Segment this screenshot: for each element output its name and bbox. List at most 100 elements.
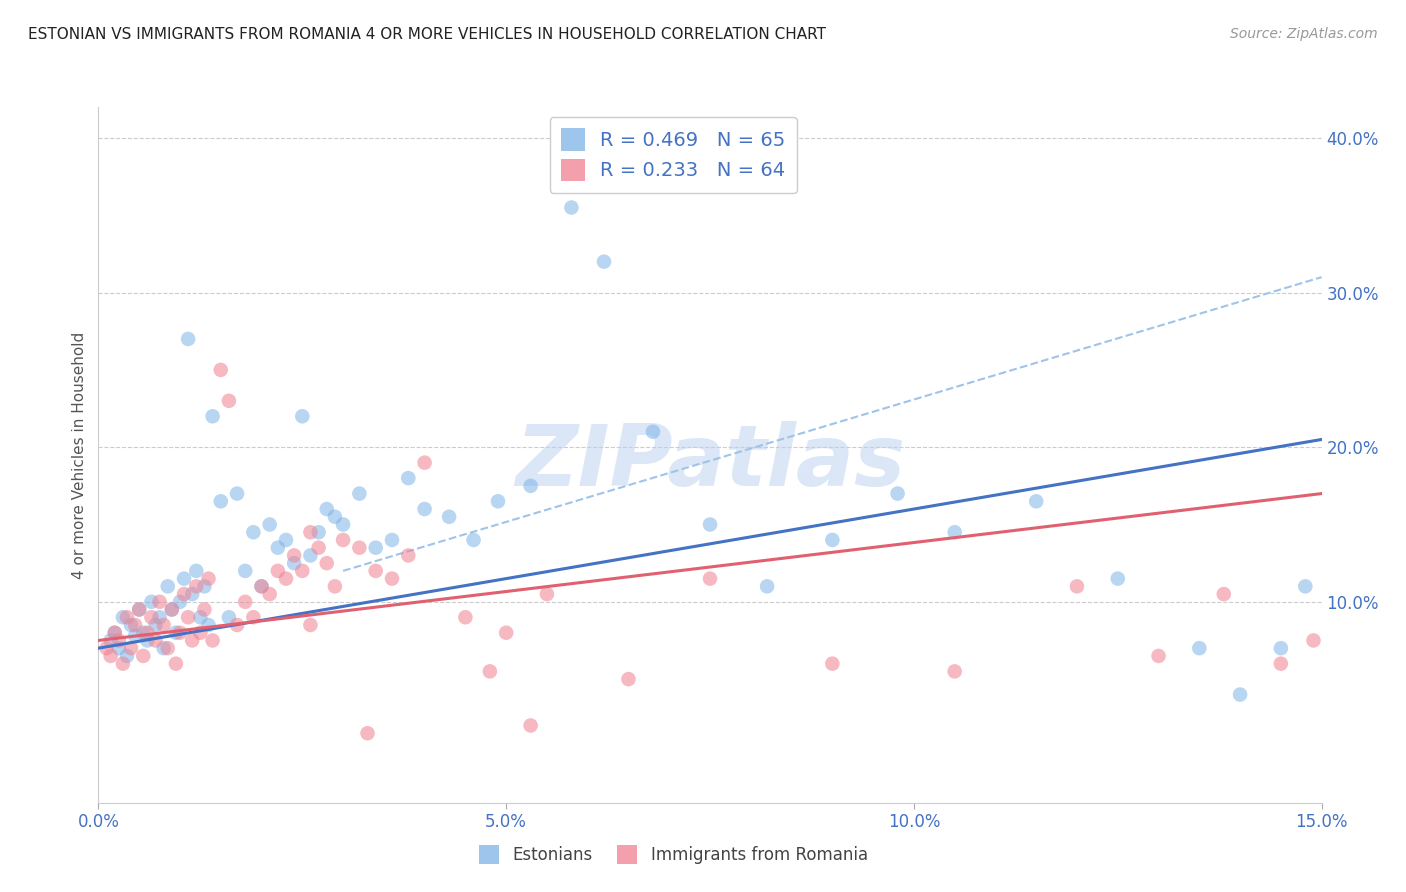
Point <box>132 648 155 663</box>
Point <box>120 618 142 632</box>
Point <box>177 610 200 624</box>
Point <box>242 525 264 540</box>
Point <box>115 610 138 624</box>
Point <box>1025 494 1047 508</box>
Point <box>274 572 297 586</box>
Point <box>495 625 517 640</box>
Point <box>1188 641 1211 656</box>
Point <box>349 541 371 555</box>
Legend: Estonians, Immigrants from Romania: Estonians, Immigrants from Romania <box>472 838 875 871</box>
Point <box>454 610 477 624</box>
Point <box>173 587 195 601</box>
Point <box>104 625 127 640</box>
Point <box>193 602 215 616</box>
Point <box>267 541 290 555</box>
Point <box>165 657 187 671</box>
Point <box>536 587 558 601</box>
Point <box>124 629 146 643</box>
Point <box>149 595 172 609</box>
Point <box>299 618 322 632</box>
Point <box>177 332 200 346</box>
Point <box>165 625 187 640</box>
Point <box>332 517 354 532</box>
Point <box>315 556 337 570</box>
Point <box>197 572 219 586</box>
Point <box>886 486 908 500</box>
Point <box>699 517 721 532</box>
Point <box>291 564 314 578</box>
Point <box>593 254 616 268</box>
Point <box>349 486 371 500</box>
Point <box>381 533 404 547</box>
Point <box>181 587 204 601</box>
Point <box>323 579 346 593</box>
Point <box>233 564 256 578</box>
Point <box>283 556 305 570</box>
Point <box>437 509 460 524</box>
Point <box>132 625 155 640</box>
Point <box>149 610 172 624</box>
Point <box>181 633 204 648</box>
Point <box>291 409 314 424</box>
Point <box>209 363 232 377</box>
Point <box>308 541 330 555</box>
Point <box>160 602 183 616</box>
Point <box>560 201 582 215</box>
Point <box>108 633 131 648</box>
Point <box>1270 657 1292 671</box>
Point <box>463 533 485 547</box>
Point <box>943 525 966 540</box>
Point <box>201 633 224 648</box>
Point <box>299 525 322 540</box>
Point <box>364 564 387 578</box>
Point <box>197 618 219 632</box>
Point <box>209 494 232 508</box>
Point <box>152 618 174 632</box>
Point <box>120 641 142 656</box>
Point <box>100 633 122 648</box>
Point <box>1270 641 1292 656</box>
Point <box>136 625 159 640</box>
Point <box>96 641 118 656</box>
Point <box>617 672 640 686</box>
Point <box>943 665 966 679</box>
Point <box>173 572 195 586</box>
Point <box>226 618 249 632</box>
Text: Source: ZipAtlas.com: Source: ZipAtlas.com <box>1230 27 1378 41</box>
Point <box>381 572 404 586</box>
Point <box>156 579 179 593</box>
Point <box>188 625 212 640</box>
Point <box>308 525 330 540</box>
Point <box>413 502 436 516</box>
Point <box>641 425 664 439</box>
Point <box>1107 572 1129 586</box>
Point <box>1294 579 1316 593</box>
Point <box>821 657 844 671</box>
Point <box>104 625 127 640</box>
Point <box>396 471 419 485</box>
Point <box>486 494 509 508</box>
Point <box>259 517 281 532</box>
Point <box>283 549 305 563</box>
Point <box>756 579 779 593</box>
Point <box>1212 587 1234 601</box>
Point <box>1302 633 1324 648</box>
Point <box>124 618 146 632</box>
Point <box>218 610 240 624</box>
Text: ZIPatlas: ZIPatlas <box>515 421 905 504</box>
Point <box>413 456 436 470</box>
Point <box>396 549 419 563</box>
Point <box>356 726 378 740</box>
Point <box>186 579 208 593</box>
Point <box>100 648 122 663</box>
Point <box>169 595 191 609</box>
Point <box>141 595 163 609</box>
Point <box>156 641 179 656</box>
Point <box>115 648 138 663</box>
Point <box>242 610 264 624</box>
Point <box>145 633 167 648</box>
Point <box>136 633 159 648</box>
Point <box>259 587 281 601</box>
Point <box>267 564 290 578</box>
Point <box>250 579 273 593</box>
